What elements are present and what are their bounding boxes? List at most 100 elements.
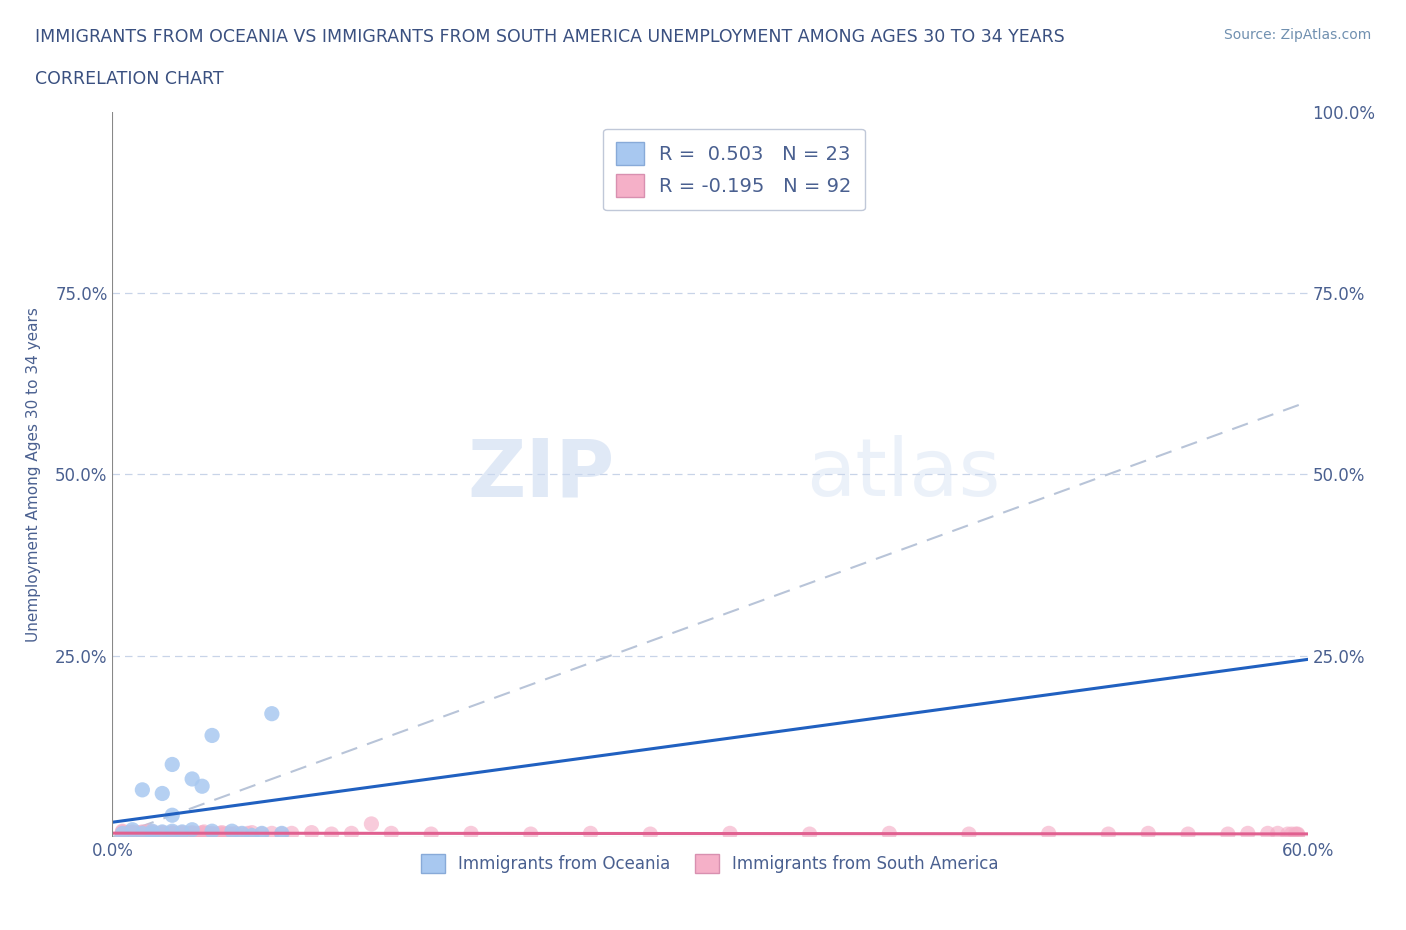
Point [231,826,253,841]
Point [186,826,208,841]
Point [1285,827,1308,842]
Point [138,826,160,841]
Text: ZIP: ZIP [467,435,614,513]
Point [138,824,160,839]
Point [1237,826,1260,841]
Point [1286,828,1309,843]
Point [148,827,170,842]
Point [150,786,173,801]
Point [420,827,443,842]
Point [205,827,228,842]
Point [212,827,235,842]
Point [193,825,215,840]
Point [162,825,183,840]
Point [141,825,163,840]
Point [1038,826,1060,841]
Point [157,826,180,841]
Point [260,706,283,721]
Point [141,827,163,842]
Point [579,826,602,841]
Point [281,826,304,841]
Point [162,827,183,842]
Point [121,825,143,840]
Point [1137,826,1160,841]
Point [520,827,543,842]
Point [172,826,194,841]
Point [1216,827,1239,842]
Point [153,827,176,842]
Point [177,826,200,841]
Point [150,826,173,841]
Point [1097,827,1119,842]
Point [380,826,402,841]
Point [191,826,214,841]
Point [260,826,283,841]
Point [162,826,183,841]
Point [127,825,149,840]
Point [240,825,263,840]
Point [167,827,190,842]
Point [201,826,224,841]
Text: IMMIGRANTS FROM OCEANIA VS IMMIGRANTS FROM SOUTH AMERICA UNEMPLOYMENT AMONG AGES: IMMIGRANTS FROM OCEANIA VS IMMIGRANTS FR… [35,28,1064,46]
Point [201,728,224,743]
Point [131,827,153,842]
Point [131,782,153,797]
Point [121,825,143,840]
Point [162,824,183,839]
Point [201,824,224,839]
Point [250,826,273,841]
Point [181,822,204,837]
Point [145,826,167,841]
Point [131,826,153,841]
Point [1257,826,1279,841]
Point [321,827,343,842]
Point [172,825,194,840]
Point [879,826,901,841]
Point [181,772,204,787]
Point [165,826,187,841]
Point [231,827,253,842]
Point [197,826,219,841]
Point [111,826,134,841]
Point [121,826,143,841]
Point [172,825,194,840]
Point [131,825,153,840]
Point [957,827,980,842]
Point [141,825,163,840]
Point [250,827,273,842]
Point [181,825,204,840]
Point [217,826,239,841]
Point [181,827,204,842]
Point [187,827,209,842]
Point [640,827,662,842]
Point [209,826,232,841]
Legend: Immigrants from Oceania, Immigrants from South America: Immigrants from Oceania, Immigrants from… [415,847,1005,880]
Point [799,827,821,842]
Text: CORRELATION CHART: CORRELATION CHART [35,70,224,87]
Point [360,817,382,831]
Point [181,826,204,841]
Text: atlas: atlas [806,435,1000,513]
Point [111,824,134,839]
Point [301,825,323,840]
Point [221,827,243,842]
Point [141,826,163,841]
Y-axis label: Unemployment Among Ages 30 to 34 years: Unemployment Among Ages 30 to 34 years [27,307,41,642]
Point [121,827,143,842]
Point [1281,827,1303,842]
Point [127,827,149,842]
Text: Source: ZipAtlas.com: Source: ZipAtlas.com [1223,28,1371,42]
Point [162,808,183,823]
Point [201,827,224,842]
Point [162,757,183,772]
Point [141,826,163,841]
Point [117,826,139,841]
Point [125,826,148,841]
Point [131,826,153,841]
Point [340,826,363,841]
Point [150,825,173,840]
Point [1267,826,1289,841]
Point [174,827,197,842]
Point [718,826,741,841]
Point [1177,827,1199,842]
